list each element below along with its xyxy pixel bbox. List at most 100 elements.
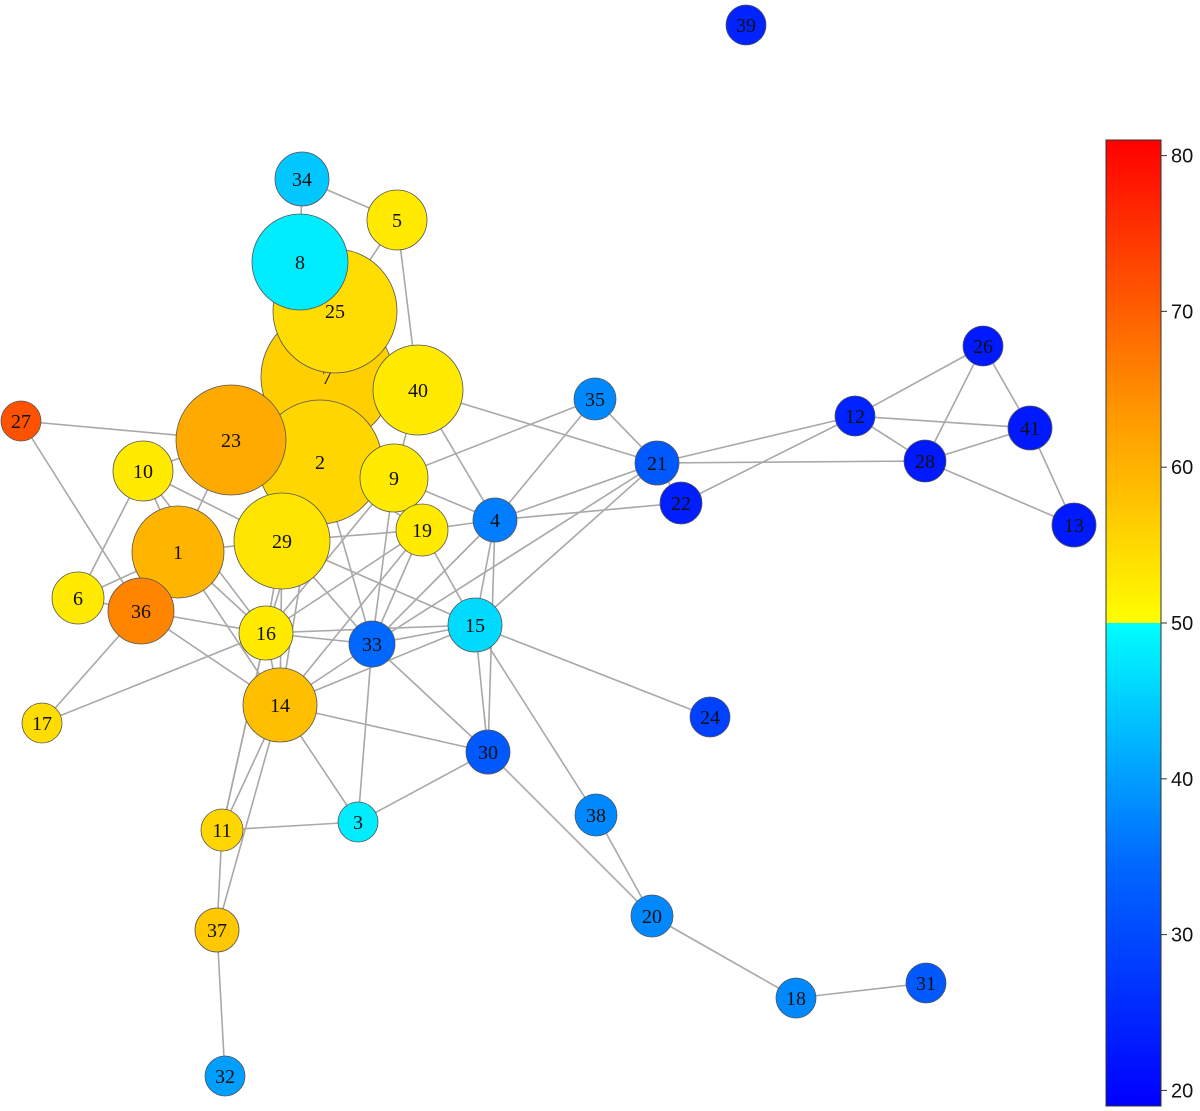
node-circle [107, 577, 175, 645]
node-3: 3 [337, 801, 379, 843]
node-27: 27 [0, 400, 42, 442]
node-circle [348, 620, 396, 668]
node-circle [131, 505, 225, 599]
node-20: 20 [630, 894, 674, 938]
node-11: 11 [200, 808, 244, 852]
node-circle [238, 605, 294, 661]
edge-37-32 [216, 929, 226, 1077]
node-label: 3 [353, 812, 363, 834]
node-22: 22 [659, 481, 703, 525]
node-circle [395, 503, 449, 557]
node-circle [242, 667, 318, 743]
node-circle [112, 440, 174, 502]
node-label: 39 [736, 15, 756, 37]
node-6: 6 [51, 571, 105, 625]
node-circle [472, 497, 518, 543]
node-37: 37 [194, 907, 240, 953]
node-circle [573, 377, 617, 421]
node-40: 40 [372, 344, 464, 436]
node-label: 18 [786, 988, 806, 1010]
node-label: 35 [585, 389, 605, 411]
node-label: 12 [845, 406, 865, 428]
node-31: 31 [905, 962, 947, 1004]
node-circle [834, 395, 876, 437]
colorbar-tick-label: 20 [1171, 1080, 1193, 1102]
colorbar-tick-label: 70 [1171, 301, 1193, 323]
edge-17-16 [41, 632, 267, 724]
node-label: 22 [671, 493, 691, 515]
node-36: 36 [107, 577, 175, 645]
node-33: 33 [348, 620, 396, 668]
node-5: 5 [366, 189, 428, 251]
node-label: 33 [362, 634, 382, 656]
edge-33-3 [357, 643, 373, 823]
node-26: 26 [962, 325, 1004, 367]
node-label: 20 [642, 906, 662, 928]
node-label: 32 [215, 1066, 235, 1088]
node-label: 6 [73, 588, 83, 610]
node-label: 40 [408, 380, 428, 402]
node-circle [372, 344, 464, 436]
node-12: 12 [834, 395, 876, 437]
edges [20, 178, 1075, 1077]
node-label: 13 [1064, 515, 1084, 537]
edge-4-22 [494, 502, 682, 521]
node-label: 28 [915, 451, 935, 473]
node-label: 36 [131, 601, 151, 623]
node-circle [725, 4, 767, 46]
node-circle [204, 1055, 246, 1097]
node-circle [194, 907, 240, 953]
node-23: 23 [175, 384, 287, 496]
node-label: 41 [1020, 418, 1040, 440]
node-label: 2 [315, 452, 325, 474]
colorbar-tick-label: 40 [1171, 769, 1193, 791]
edge-18-31 [795, 982, 927, 999]
node-circle [689, 696, 731, 738]
node-label: 9 [389, 468, 399, 490]
node-label: 11 [212, 820, 231, 842]
colorbar: 80 70 60 50 40 30 20 [1105, 139, 1193, 1107]
node-circle [447, 597, 503, 653]
node-label: 34 [292, 169, 312, 191]
node-label: 17 [32, 713, 52, 735]
node-39: 39 [725, 4, 767, 46]
node-circle [21, 702, 63, 744]
node-29: 29 [233, 492, 331, 590]
node-label: 31 [916, 973, 936, 995]
node-1: 1 [131, 505, 225, 599]
node-18: 18 [775, 977, 817, 1019]
node-circle [659, 481, 703, 525]
node-circle [634, 440, 680, 486]
node-9: 9 [359, 443, 429, 513]
edge-11-16 [221, 632, 267, 831]
edge-20-18 [651, 915, 797, 999]
edge-30-20 [487, 751, 653, 917]
node-label: 16 [256, 623, 276, 645]
node-15: 15 [447, 597, 503, 653]
node-38: 38 [574, 793, 618, 837]
node-circle [359, 443, 429, 513]
node-8: 8 [251, 213, 349, 311]
node-circle [274, 151, 330, 207]
node-circle [465, 729, 511, 775]
node-label: 26 [973, 336, 993, 358]
node-30: 30 [465, 729, 511, 775]
node-circle [903, 439, 947, 483]
node-circle [366, 189, 428, 251]
node-circle [175, 384, 287, 496]
node-label: 19 [412, 520, 432, 542]
edge-21-15 [474, 462, 658, 626]
node-label: 23 [221, 430, 241, 452]
edge-14-37 [216, 704, 281, 931]
edge-4-35 [494, 398, 596, 521]
node-label: 21 [647, 453, 667, 475]
node-label: 37 [207, 920, 227, 942]
edge-11-3 [221, 821, 359, 831]
node-circle [51, 571, 105, 625]
node-34: 34 [274, 151, 330, 207]
edge-27-36 [20, 420, 142, 612]
edge-21-33 [371, 462, 658, 645]
edge-19-14 [279, 529, 423, 706]
colorbar-tick-label: 30 [1171, 925, 1193, 947]
